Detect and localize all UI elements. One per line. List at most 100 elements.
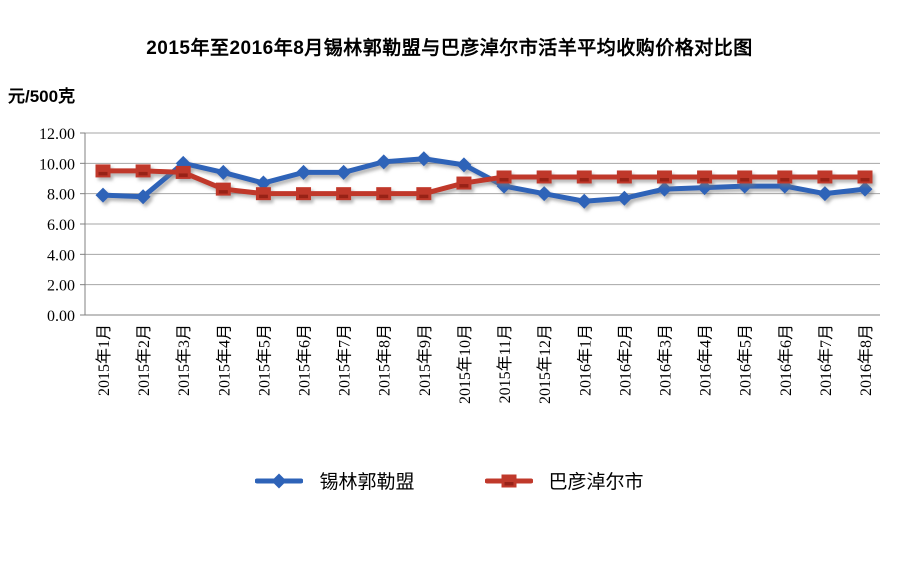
data-point-marker <box>175 165 191 179</box>
data-point-marker <box>135 189 151 205</box>
data-point-marker <box>656 170 672 184</box>
data-point-marker <box>616 190 632 206</box>
x-tick-label: 2016年2月 <box>616 324 634 396</box>
data-point-marker-shade <box>619 177 629 182</box>
series-锡林郭勒盟 <box>95 151 873 209</box>
y-tick-label: 12.00 <box>39 126 75 143</box>
gridlines <box>85 132 880 286</box>
y-tick-label: 6.00 <box>47 217 75 234</box>
data-point-marker-shade <box>860 177 870 182</box>
data-point-marker-shade <box>138 171 148 176</box>
data-point-marker <box>296 164 312 180</box>
data-point-marker-shade <box>700 177 710 182</box>
x-tick-label: 2015年8月 <box>376 324 394 396</box>
data-point-marker-shade <box>299 194 309 199</box>
data-series <box>95 151 873 209</box>
data-point-marker <box>456 157 472 173</box>
data-point-marker-shade <box>740 177 750 182</box>
data-point-marker-shade <box>659 177 669 182</box>
data-point-marker <box>95 187 111 203</box>
data-point-marker <box>336 164 352 180</box>
data-point-marker <box>376 154 392 170</box>
data-point-marker <box>95 164 111 178</box>
legend-marker <box>271 473 287 488</box>
data-point-marker-shade <box>459 184 469 188</box>
data-point-marker <box>255 187 271 201</box>
data-point-marker-shade <box>780 177 790 182</box>
x-tick-label: 2016年6月 <box>777 324 795 396</box>
legend-marker-shade <box>504 481 513 485</box>
x-tick-label: 2015年11月 <box>496 324 514 403</box>
data-point-marker <box>416 151 432 167</box>
series-巴彦淖尔市 <box>95 164 873 201</box>
x-tick-label: 2015年2月 <box>135 324 153 396</box>
data-point-marker-shade <box>820 177 830 182</box>
legend-item-bayannur: 巴彦淖尔市 <box>484 467 644 494</box>
x-tick-label: 2016年4月 <box>697 324 715 396</box>
x-tick-label: 2015年4月 <box>215 324 233 396</box>
x-tick-label: 2015年6月 <box>296 324 314 396</box>
data-point-marker <box>817 170 833 184</box>
x-tick-label: 2015年10月 <box>456 324 474 404</box>
x-tick-label: 2016年8月 <box>857 324 875 396</box>
data-point-marker <box>576 170 592 184</box>
chart-title: 2015年至2016年8月锡林郭勒盟与巴彦淖尔市活羊平均收购价格对比图 <box>146 38 753 59</box>
data-point-marker <box>857 170 873 184</box>
diamond-legend-marker-icon <box>255 473 304 488</box>
data-point-marker <box>416 187 432 201</box>
chart-legend: 锡林郭勒盟 巴彦淖尔市 <box>0 467 899 494</box>
legend-item-xilinguole: 锡林郭勒盟 <box>255 467 415 494</box>
y-tick-label: 0.00 <box>47 308 75 325</box>
x-tick-label: 2015年7月 <box>336 324 354 396</box>
data-point-marker <box>215 164 231 180</box>
data-point-marker <box>737 170 753 184</box>
x-tick-label: 2015年1月 <box>95 324 113 396</box>
data-point-marker-shade <box>218 190 228 194</box>
legend-label: 巴彦淖尔市 <box>548 472 644 493</box>
legend-marker <box>501 474 516 487</box>
data-point-marker <box>496 170 512 184</box>
x-tick-label: 2015年5月 <box>255 324 273 396</box>
data-point-marker-shade <box>579 177 589 182</box>
data-point-marker <box>135 164 151 178</box>
legend-label: 锡林郭勒盟 <box>319 472 415 493</box>
x-tick-label: 2016年7月 <box>817 324 835 396</box>
data-point-marker-shade <box>419 194 429 199</box>
data-point-marker <box>536 170 552 184</box>
axes <box>80 132 880 316</box>
data-point-marker <box>777 170 793 184</box>
data-point-marker-shade <box>98 171 108 176</box>
y-axis-unit-label: 元/500克 <box>8 87 76 106</box>
data-point-marker <box>857 181 873 197</box>
data-point-marker <box>656 181 672 197</box>
x-tick-label: 2015年9月 <box>416 324 434 396</box>
x-tick-label: 2015年12月 <box>536 324 554 404</box>
data-point-marker <box>697 180 713 196</box>
data-point-marker <box>296 187 312 201</box>
data-point-marker-shade <box>499 177 509 182</box>
data-point-marker-shade <box>258 194 268 199</box>
data-point-marker <box>616 170 632 184</box>
y-tick-label: 10.00 <box>39 156 75 173</box>
data-point-marker <box>576 193 592 209</box>
y-tick-label: 2.00 <box>47 278 75 295</box>
data-point-marker <box>255 175 271 191</box>
axis-tick-labels: 0.00 2.00 4.00 6.00 8.00 10.00 12.00 2015年1月 201… <box>39 126 875 404</box>
data-point-marker <box>376 187 392 201</box>
x-tick-label: 2015年3月 <box>175 324 193 396</box>
x-tick-label: 2016年3月 <box>656 324 674 396</box>
data-point-marker <box>536 186 552 202</box>
y-tick-label: 4.00 <box>47 247 75 264</box>
data-point-marker-shade <box>339 194 349 199</box>
data-point-marker <box>456 176 472 190</box>
square-legend-marker-icon <box>484 474 533 487</box>
data-point-marker <box>336 187 352 201</box>
data-point-marker <box>215 182 231 196</box>
y-tick-label: 8.00 <box>47 187 75 204</box>
data-point-marker-shade <box>178 173 188 177</box>
data-point-marker-shade <box>379 194 389 199</box>
data-point-marker-shade <box>539 177 549 182</box>
x-tick-label: 2016年5月 <box>737 324 755 396</box>
x-tick-label: 2016年1月 <box>576 324 594 396</box>
